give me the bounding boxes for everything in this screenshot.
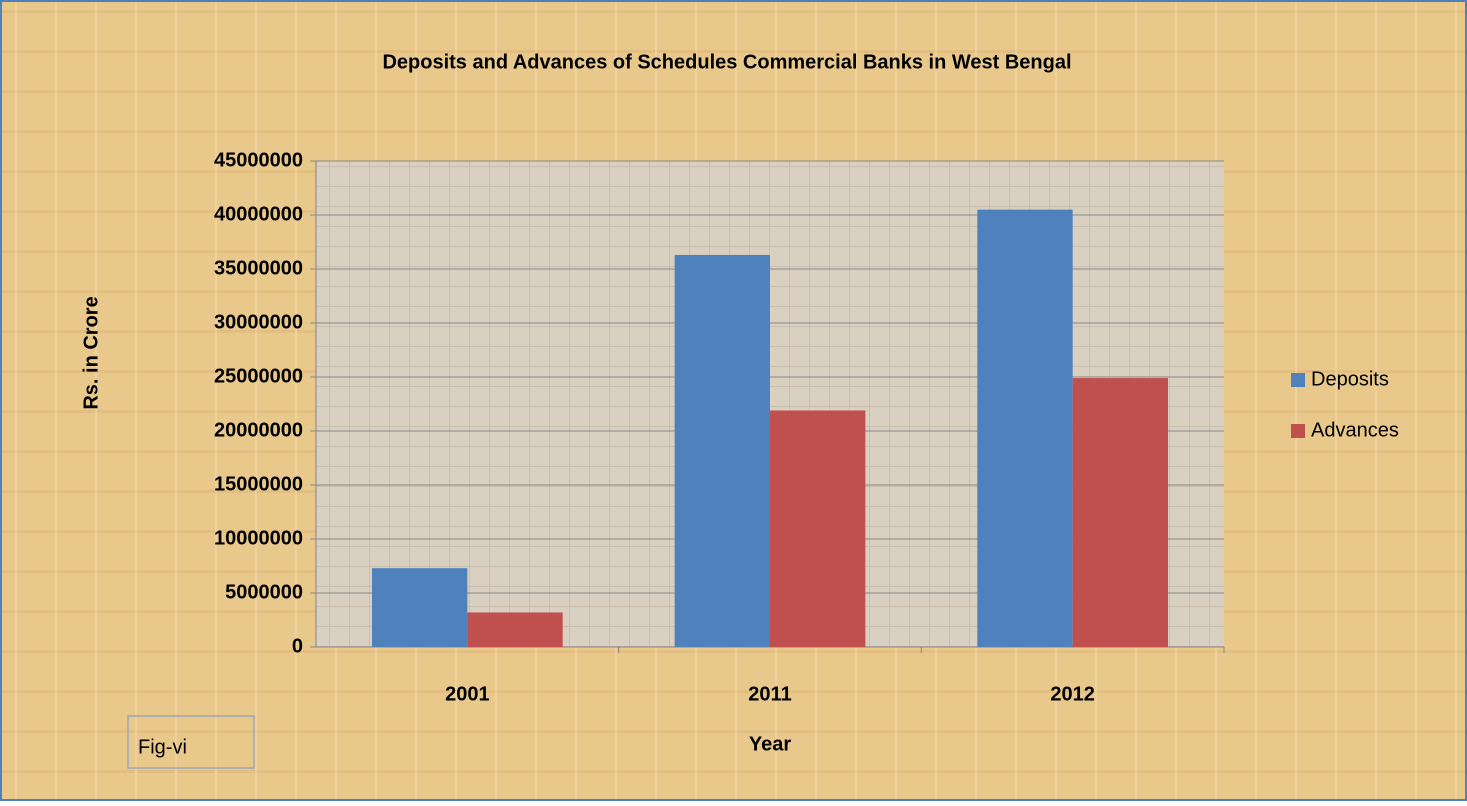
y-axis-label: Rs. in Crore [80,296,102,409]
x-tick-label: 2011 [748,683,791,705]
y-tick-label: 10000000 [214,527,303,549]
chart-title: Deposits and Advances of Schedules Comme… [382,51,1071,73]
bar [674,254,770,647]
x-axis-label: Year [749,733,791,755]
bar [467,612,563,647]
legend-label: Advances [1311,419,1399,441]
y-tick-label: 0 [292,635,303,657]
legend-label: Deposits [1311,368,1389,390]
legend-swatch [1291,373,1305,387]
y-tick-label: 25000000 [214,365,303,387]
x-tick-label: 2001 [445,683,490,705]
legend-swatch [1291,424,1305,438]
y-tick-label: 35000000 [214,257,303,279]
y-tick-label: 45000000 [214,149,303,171]
bar [1072,378,1169,647]
bar [371,568,468,647]
y-tick-label: 20000000 [214,419,303,441]
bar [770,410,866,647]
y-tick-label: 15000000 [214,473,303,495]
y-tick-label: 5000000 [225,581,303,603]
y-tick-label: 30000000 [214,311,303,333]
annotation: Fig-vi [138,736,187,758]
y-tick-label: 40000000 [214,203,303,225]
annotation-box [127,715,255,769]
bar [977,209,1073,647]
x-tick-label: 2012 [1050,683,1095,705]
